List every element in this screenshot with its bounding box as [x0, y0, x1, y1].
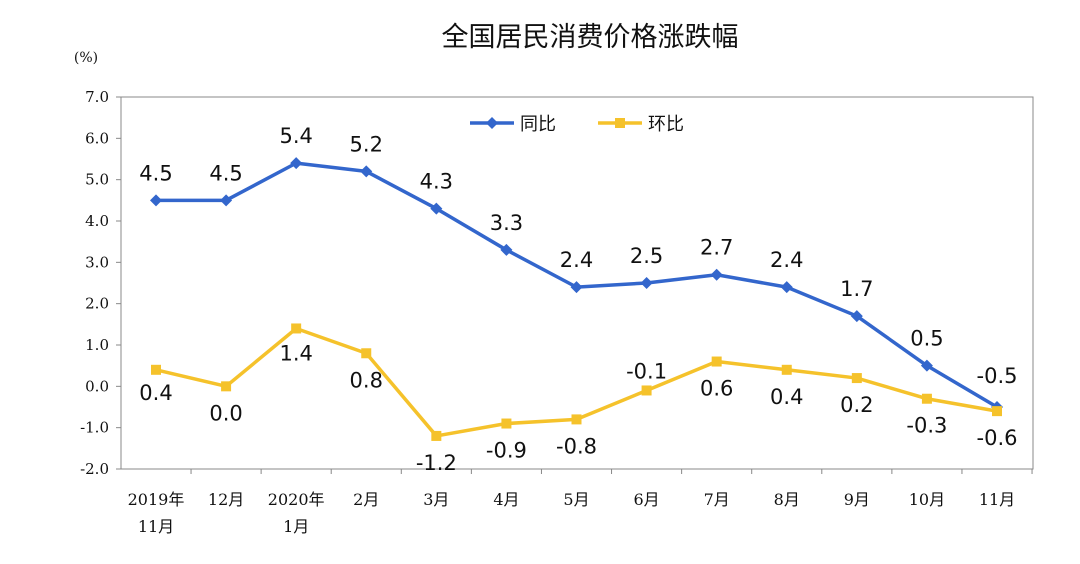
data-point-mom	[992, 406, 1002, 417]
data-point-yoy	[850, 310, 863, 323]
data-point-mom	[571, 414, 582, 425]
x-tick-label: 6月	[633, 490, 659, 509]
y-tick-label: 1.0	[85, 336, 109, 354]
legend: 同比 环比	[470, 114, 684, 135]
data-label-mom: -0.9	[486, 439, 527, 463]
data-point-mom	[431, 430, 442, 441]
x-tick-label: 4月	[493, 490, 519, 509]
data-point-yoy	[500, 243, 513, 256]
data-label-yoy: 4.5	[139, 161, 172, 185]
x-tick-label: 3月	[423, 490, 449, 509]
data-point-yoy	[710, 268, 723, 281]
data-point-mom	[851, 373, 862, 384]
data-label-mom: 1.4	[279, 341, 312, 365]
legend-marker-mom	[615, 118, 625, 128]
data-point-mom	[291, 323, 302, 334]
data-point-yoy	[150, 194, 162, 207]
data-point-mom	[921, 393, 932, 404]
data-label-yoy: 1.7	[840, 277, 873, 301]
x-tick-label: 2020年 1月	[268, 490, 325, 536]
series-group	[150, 157, 1003, 441]
data-label-mom: 0.8	[350, 368, 383, 392]
data-point-mom	[221, 381, 232, 392]
x-tick-label: 11月	[979, 490, 1015, 509]
data-label-mom: -0.3	[906, 414, 947, 438]
data-label-yoy: 0.5	[910, 327, 943, 351]
data-label-yoy: -0.5	[977, 364, 1018, 388]
data-point-yoy	[220, 194, 233, 207]
x-tick-label: 10月	[909, 490, 945, 509]
x-axis: 2019年 11月 12月 2020年 1月 2月 3月 4月 5月 6月 7月 8月 9月 10月 11月	[128, 469, 1033, 536]
data-label-mom: 0.2	[840, 393, 873, 417]
data-point-mom	[151, 364, 161, 375]
x-tick-label: 5月	[563, 490, 589, 509]
data-label-mom: 0.4	[770, 385, 803, 409]
data-label-mom: 0.6	[700, 377, 733, 401]
y-tick-label: -2.0	[80, 460, 109, 478]
x-tick-label: 9月	[844, 490, 870, 509]
data-label-mom: -0.1	[626, 359, 667, 383]
data-label-yoy: 5.4	[279, 124, 312, 148]
y-axis-unit: (%)	[74, 50, 98, 66]
data-label-yoy: 2.5	[630, 244, 663, 268]
data-labels: 4.5 4.5 5.4 5.2 4.3 3.3 2.4 2.5 2.7 2.4 1.7 0.5 -0.5…	[139, 124, 1017, 475]
data-label-yoy: 2.7	[700, 236, 733, 260]
x-tick-label: 2019年 11月	[128, 490, 185, 536]
y-tick-label: 0.0	[85, 377, 109, 395]
data-label-mom: -0.8	[556, 434, 597, 458]
data-point-mom	[361, 348, 372, 359]
legend-marker-yoy	[486, 117, 498, 129]
data-point-mom	[641, 385, 652, 396]
data-point-yoy	[780, 281, 793, 294]
data-point-yoy	[290, 157, 303, 170]
data-label-mom: -0.6	[977, 426, 1018, 450]
data-label-yoy: 2.4	[770, 248, 803, 272]
legend-label-yoy: 同比	[520, 114, 556, 135]
legend-label-mom: 环比	[648, 114, 684, 135]
data-label-mom: -1.2	[416, 451, 457, 475]
y-tick-label: 6.0	[85, 129, 109, 147]
data-point-yoy	[430, 202, 443, 215]
data-point-yoy	[640, 277, 653, 289]
data-label-mom: 0.0	[209, 401, 242, 425]
y-axis: 7.0 6.0 5.0 4.0 3.0 2.0 1.0 0.0 -1.0 -2.0	[80, 88, 121, 478]
data-label-yoy: 3.3	[490, 211, 523, 235]
data-point-mom	[711, 356, 722, 367]
data-label-yoy: 4.3	[420, 170, 453, 194]
data-point-mom	[781, 364, 792, 375]
x-tick-label: 8月	[774, 490, 800, 509]
x-tick-label: 12月	[208, 490, 244, 509]
plot-area	[120, 96, 1034, 470]
y-tick-label: 5.0	[85, 171, 109, 189]
data-label-yoy: 2.4	[560, 248, 593, 272]
data-point-yoy	[920, 359, 933, 372]
data-label-yoy: 5.2	[350, 132, 383, 156]
data-point-yoy	[570, 281, 583, 294]
x-tick-label: 2月	[353, 490, 379, 509]
data-label-yoy: 4.5	[209, 161, 242, 185]
y-tick-label: 2.0	[85, 295, 109, 313]
y-tick-label: 4.0	[85, 212, 109, 230]
data-point-yoy	[360, 165, 373, 178]
y-tick-label: -1.0	[80, 419, 109, 437]
y-tick-label: 3.0	[85, 253, 109, 271]
x-tick-label: 7月	[704, 490, 730, 509]
y-tick-label: 7.0	[85, 88, 109, 106]
chart-title: 全国居民消费价格涨跌幅	[442, 22, 739, 53]
data-point-mom	[501, 418, 512, 429]
plot-border	[120, 96, 1034, 470]
data-label-mom: 0.4	[139, 381, 172, 405]
